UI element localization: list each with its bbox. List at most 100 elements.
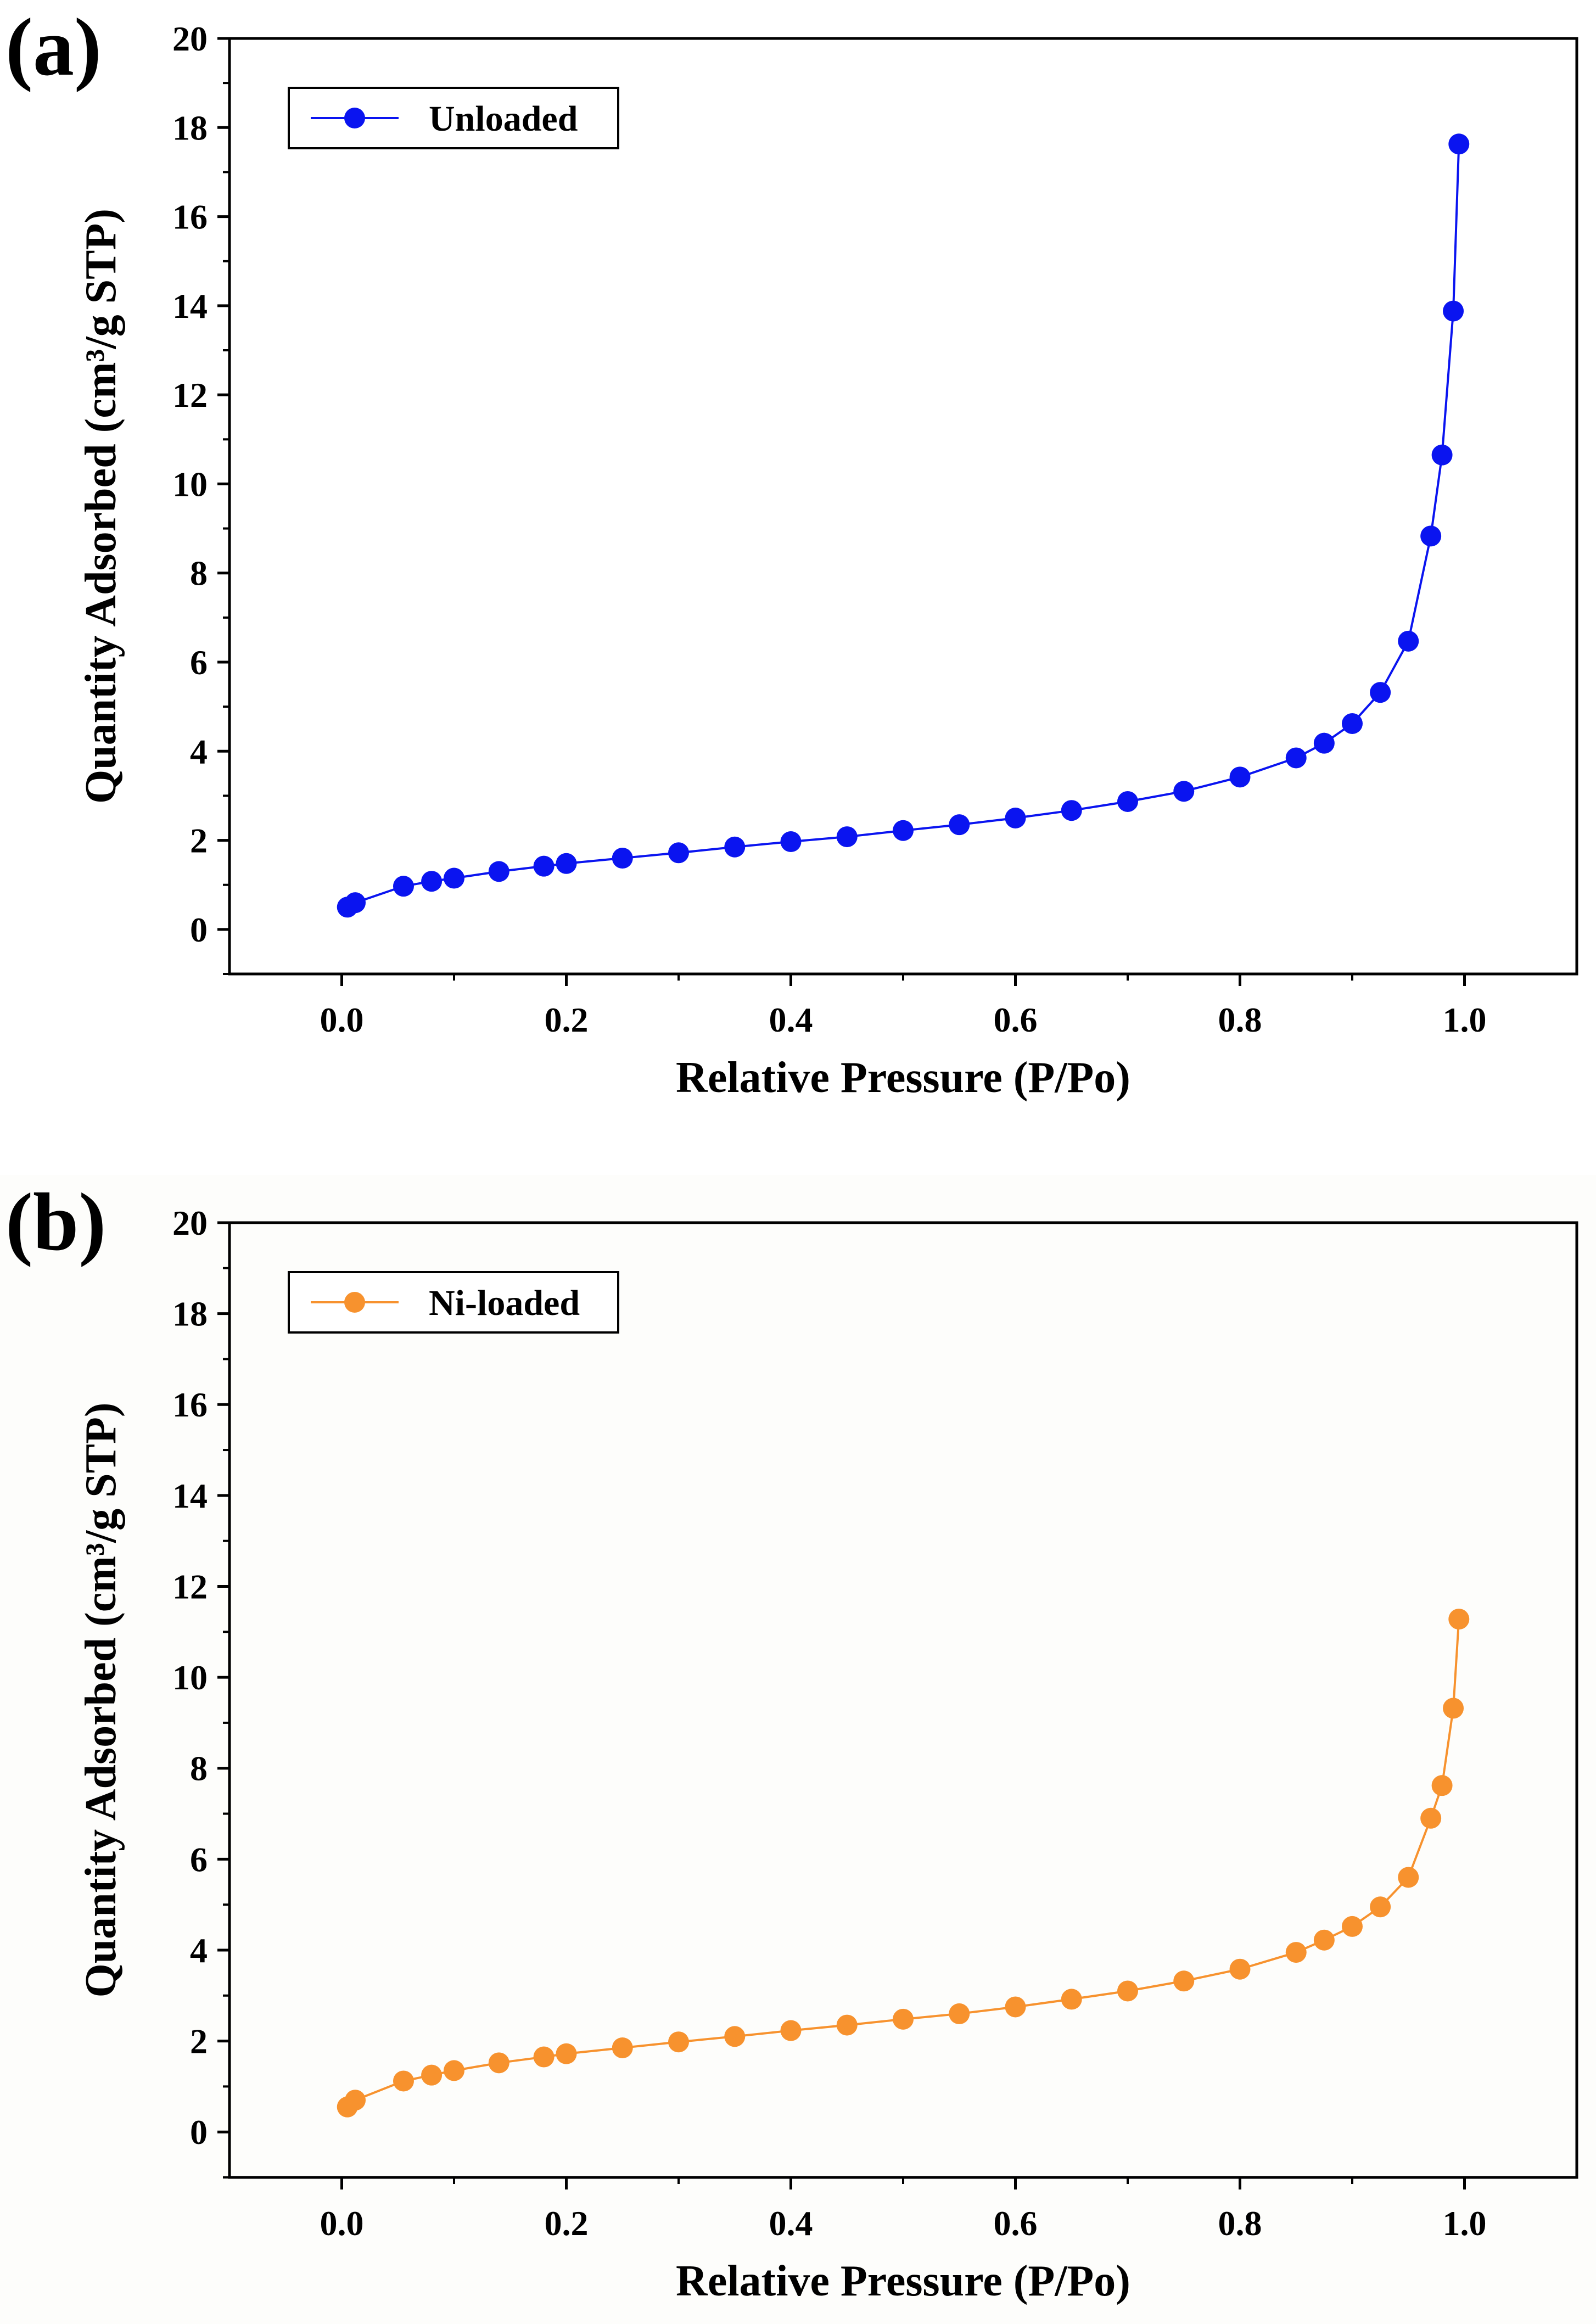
- chart-b-y-tick-label: 2: [190, 2022, 208, 2061]
- chart-a-series-line: [346, 144, 1460, 909]
- chart-a-x-tick-label: 0.0: [320, 1000, 364, 1039]
- chart-b-data-point: [668, 2031, 689, 2053]
- chart-b-data-point: [1431, 1775, 1453, 1796]
- chart-b-data-point: [1443, 1698, 1464, 1719]
- chart-b-data-point: [444, 2060, 464, 2081]
- chart-a-y-tick-label: 8: [190, 554, 208, 593]
- chart-b-data-point: [421, 2064, 443, 2086]
- chart-a-x-axis-title: Relative Pressure (P/Po): [676, 1054, 1130, 1102]
- chart-b-data-point: [893, 2008, 914, 2030]
- chart-a-data-point: [1285, 747, 1307, 769]
- chart-b-data-point: [612, 2037, 633, 2058]
- chart-b-data-point: [1342, 1916, 1363, 1937]
- chart-a-data-point: [1005, 808, 1026, 828]
- chart-b-data-point: [345, 2090, 366, 2111]
- chart-b-y-tick-label: 0: [190, 2113, 208, 2152]
- chart-panel-b: (b) 0 2 4 6 8 10 12 14 16 18 20 0.0 0.2 0.4 0.6 0.8 1.0 R…: [0, 1175, 1596, 2324]
- chart-b-x-tick-label: 1.0: [1443, 2204, 1487, 2243]
- chart-b-data-point: [1313, 1929, 1335, 1951]
- chart-b-data-point: [1229, 1958, 1251, 1980]
- chart-a-y-tick-label: 20: [172, 19, 208, 58]
- chart-b-y-tick-label: 20: [172, 1203, 208, 1242]
- chart-b-x-axis-title: Relative Pressure (P/Po): [676, 2257, 1130, 2305]
- chart-b-y-tick-label: 6: [190, 1840, 208, 1879]
- chart-a-y-tick-label: 14: [172, 287, 208, 326]
- chart-a-x-tick-label: 1.0: [1443, 1000, 1487, 1039]
- chart-a-data-point: [780, 831, 802, 853]
- chart-b-data-point: [488, 2052, 509, 2074]
- chart-b-y-tick-label: 10: [172, 1658, 208, 1697]
- chart-b-y-tick-label: 12: [172, 1567, 208, 1606]
- chart-a-data-point: [421, 871, 443, 892]
- chart-a-data-point: [1117, 791, 1138, 812]
- chart-b-legend-label: Ni-loaded: [429, 1283, 580, 1323]
- chart-a-x-tick-label: 0.4: [769, 1000, 813, 1039]
- chart-a-data-point: [949, 814, 970, 836]
- chart-a-data-point: [724, 836, 746, 858]
- chart-a-data-point: [1431, 444, 1453, 466]
- chart-b-y-tick-label: 16: [172, 1385, 208, 1424]
- chart-a-data-point: [533, 855, 555, 877]
- chart-b-y-tick-label: 8: [190, 1749, 208, 1788]
- chart-b-y-tick-label: 4: [190, 1931, 208, 1970]
- chart-panel-a: (a) 0 2 4 6 8 10 12 14 16 18 20 0.0 0.2 0.4 0.6 0.8 1.0 R…: [0, 0, 1596, 1131]
- chart-a-y-tick-label: 16: [172, 198, 208, 237]
- chart-b-x-tick-label: 0.6: [994, 2204, 1038, 2243]
- chart-b-plot: 0 2 4 6 8 10 12 14 16 18 20 0.0 0.2 0.4 0.6 0.8 1.0 Relat…: [77, 1203, 1578, 2305]
- chart-b-x-tick-label: 0.4: [769, 2204, 813, 2243]
- chart-b-data-point: [1398, 1867, 1419, 1888]
- chart-b-y-tick-label: 14: [172, 1476, 208, 1515]
- chart-a-data-point: [1420, 525, 1442, 547]
- chart-a-y-tick-label: 10: [172, 464, 208, 503]
- chart-a-data-point: [393, 876, 414, 897]
- chart-b-data-point: [780, 2020, 802, 2041]
- chart-b-data-point: [836, 2014, 858, 2036]
- chart-a-data-point: [893, 820, 914, 841]
- chart-a-y-tick-label: 18: [172, 108, 208, 147]
- chart-a-data-point: [1342, 713, 1363, 734]
- chart-a-y-tick-label: 2: [190, 821, 208, 860]
- chart-a-x-tick-label: 0.6: [994, 1000, 1038, 1039]
- chart-a-y-axis-title: Quantity Adsorbed (cm³/g STP): [77, 209, 125, 804]
- chart-a-x-tick-label: 0.2: [545, 1000, 589, 1039]
- chart-b-data-point: [1448, 1609, 1470, 1630]
- chart-b-data-point: [393, 2070, 414, 2092]
- chart-b-y-axis-title: Quantity Adsorbed (cm³/g STP): [77, 1402, 125, 1997]
- chart-a-data-point: [612, 848, 633, 869]
- chart-b-x-tick-label: 0.2: [545, 2204, 589, 2243]
- chart-a-y-tick-label: 12: [172, 376, 208, 415]
- chart-a-data-point: [1443, 300, 1464, 322]
- chart-a-data-point: [1398, 630, 1419, 652]
- chart-a-data-point: [1229, 766, 1251, 788]
- chart-b-data-point: [1061, 1989, 1082, 2010]
- chart-b-plot-frame: [228, 1221, 1578, 2179]
- chart-a-data-point: [1370, 682, 1391, 703]
- panel-label-a: (a): [5, 2, 102, 93]
- chart-a-data-point: [488, 861, 509, 882]
- chart-a-data-point: [668, 842, 689, 864]
- chart-b-series-line: [346, 1619, 1460, 2108]
- chart-b-data-point: [1420, 1807, 1442, 1829]
- chart-a-plot: 0 2 4 6 8 10 12 14 16 18 20 0.0 0.2 0.4 0.6 0.8 1.0 Relat…: [77, 19, 1578, 1102]
- chart-a-y-tick-label: 0: [190, 910, 208, 949]
- chart-b-x-tick-label: 0.8: [1218, 2204, 1262, 2243]
- chart-a-y-tick-label: 4: [190, 732, 208, 771]
- chart-a-data-point: [1448, 133, 1470, 155]
- chart-a-data-point: [556, 853, 577, 874]
- chart-a-data-point: [1173, 781, 1195, 802]
- chart-b-legend-marker: [344, 1292, 365, 1313]
- chart-b-data-point: [1285, 1942, 1307, 1963]
- chart-b-data-point: [724, 2026, 746, 2047]
- chart-b-data-point: [949, 2003, 970, 2024]
- chart-b-data-point: [1005, 1996, 1026, 2018]
- chart-a-legend-marker: [344, 108, 365, 128]
- chart-a-y-tick-label: 6: [190, 643, 208, 682]
- chart-a-data-point: [1061, 800, 1082, 821]
- chart-a-data-point: [1313, 732, 1335, 754]
- chart-b-data-point: [556, 2043, 577, 2064]
- chart-a-data-point: [345, 892, 366, 914]
- chart-b-data-point: [1173, 1970, 1195, 1992]
- chart-b-data-point: [1117, 1980, 1138, 2002]
- chart-b-data-point: [1370, 1896, 1391, 1918]
- chart-a-legend-label: Unloaded: [429, 99, 578, 139]
